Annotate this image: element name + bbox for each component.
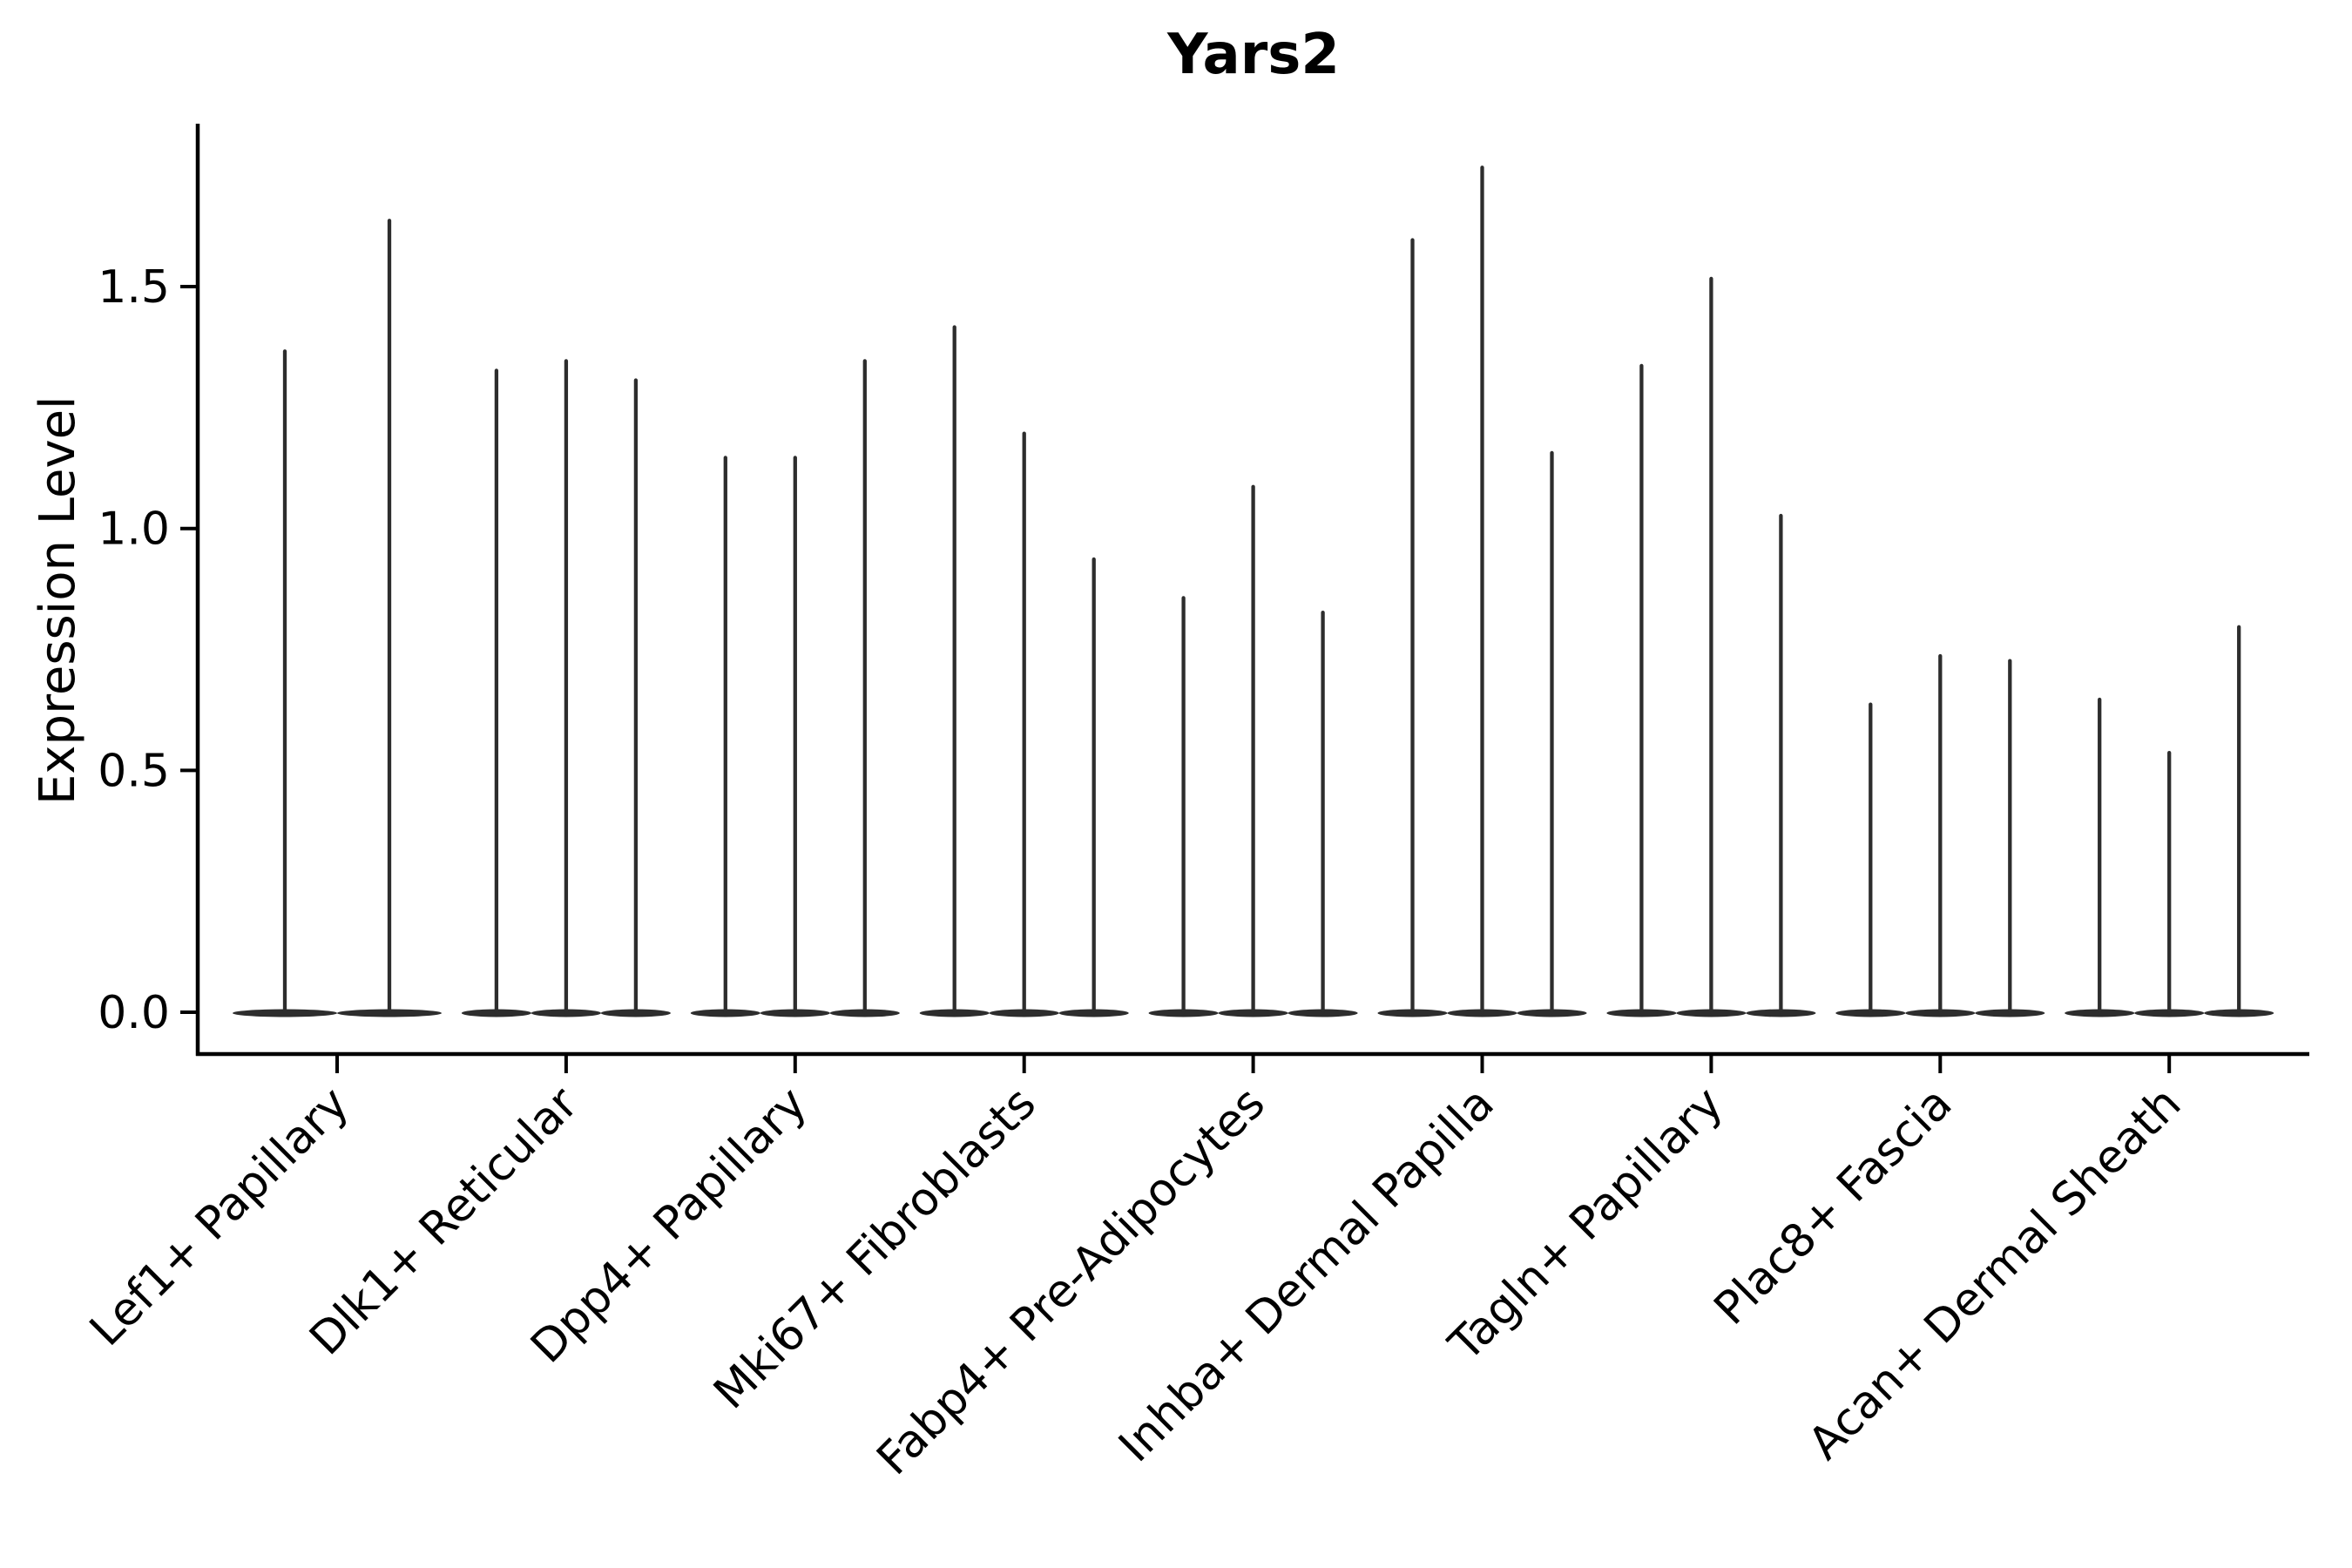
- x-tick-label: Plac8+ Fascia: [1705, 1078, 1963, 1335]
- y-tick-label: 0.5: [98, 745, 170, 797]
- x-tick-label: Fabp4+ Pre-Adipocytes: [867, 1078, 1274, 1485]
- y-tick-label: 0.0: [98, 987, 170, 1039]
- chart-title: Yars2: [1167, 23, 1340, 87]
- y-tick-label: 1.0: [98, 504, 170, 556]
- x-tick-label: Inhba+ Dermal Papilla: [1109, 1078, 1504, 1472]
- x-tick-label: Acan+ Dermal Sheath: [1799, 1078, 2192, 1470]
- y-tick-label: 1.5: [98, 261, 170, 314]
